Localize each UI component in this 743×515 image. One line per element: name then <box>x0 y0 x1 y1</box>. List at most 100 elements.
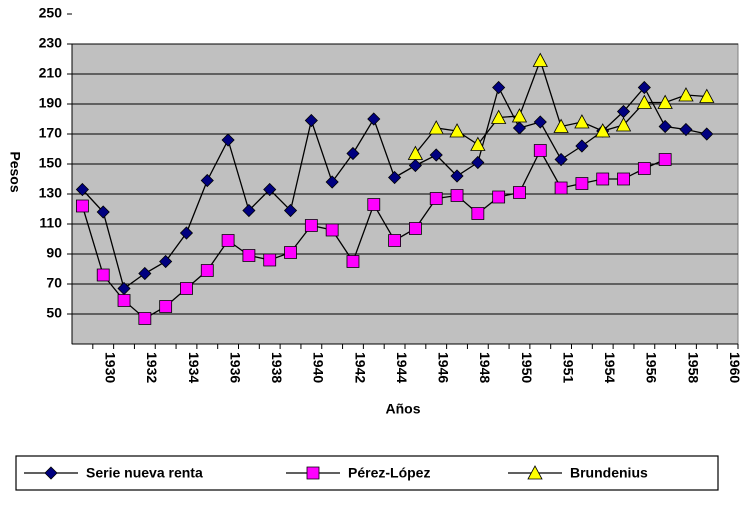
marker <box>138 312 152 325</box>
y-tick-label: 230 <box>39 35 63 51</box>
marker <box>388 234 401 247</box>
marker <box>200 264 214 277</box>
marker <box>554 152 568 167</box>
marker <box>450 169 464 183</box>
legend-marker <box>44 466 58 480</box>
x-tick-label: 1958 <box>685 352 701 383</box>
marker <box>159 254 173 269</box>
marker <box>409 222 422 235</box>
x-tick-label: 1936 <box>227 352 243 383</box>
y-tick-label: 250 <box>39 5 63 21</box>
x-tick-label: 1934 <box>186 352 202 383</box>
marker <box>471 207 485 220</box>
marker <box>658 153 672 166</box>
marker <box>657 94 673 109</box>
marker <box>367 112 381 126</box>
y-tick-label: 130 <box>39 185 63 201</box>
marker <box>575 139 589 153</box>
marker <box>242 249 256 262</box>
x-tick-label: 1954 <box>602 352 618 383</box>
marker <box>575 177 589 190</box>
legend-label: Pérez-López <box>348 465 430 481</box>
legend-label: Brundenius <box>570 465 648 481</box>
marker <box>325 175 339 189</box>
y-tick-label: 190 <box>39 95 63 111</box>
marker <box>304 113 318 128</box>
y-tick-label: 150 <box>39 155 63 171</box>
x-tick-label: 1951 <box>560 352 576 383</box>
marker <box>242 203 256 218</box>
marker <box>678 87 694 102</box>
marker <box>179 226 194 240</box>
marker <box>283 203 298 218</box>
marker <box>533 115 547 129</box>
marker <box>595 123 611 138</box>
marker <box>615 117 632 132</box>
marker <box>284 246 297 259</box>
x-tick-label: 1944 <box>394 352 410 383</box>
legend-box <box>15 455 719 491</box>
marker <box>554 181 568 195</box>
marker <box>637 162 651 175</box>
marker <box>180 282 193 295</box>
marker <box>407 145 424 160</box>
legend-marker <box>306 466 320 480</box>
x-tick-label: 1956 <box>644 352 660 383</box>
marker <box>221 133 235 147</box>
x-axis-title: Años <box>386 401 421 417</box>
y-tick-label: 170 <box>39 125 63 141</box>
marker <box>221 234 235 247</box>
y-tick-label: 70 <box>46 275 62 291</box>
marker <box>367 198 381 211</box>
marker <box>388 170 402 185</box>
x-tick-label: 1948 <box>477 352 493 383</box>
marker <box>492 190 506 204</box>
marker <box>428 120 444 135</box>
marker <box>574 114 590 129</box>
marker <box>96 268 110 282</box>
marker <box>263 253 277 267</box>
marker <box>533 144 547 157</box>
legend-label: Serie nueva renta <box>86 465 203 481</box>
x-tick-label: 1938 <box>269 352 285 383</box>
marker <box>637 80 651 95</box>
marker <box>304 219 318 232</box>
marker <box>117 294 131 307</box>
y-tick-label: 50 <box>46 305 62 321</box>
x-tick-label: 1942 <box>352 352 368 383</box>
marker <box>325 223 339 237</box>
marker <box>429 192 443 205</box>
marker <box>470 136 486 151</box>
x-tick-label: 1946 <box>436 352 452 383</box>
marker <box>700 127 714 141</box>
marker <box>449 123 465 138</box>
y-tick-label: 90 <box>46 245 62 261</box>
marker <box>513 186 526 199</box>
x-tick-label: 1932 <box>144 352 160 383</box>
marker <box>658 119 672 134</box>
marker <box>636 94 653 109</box>
marker <box>596 172 610 186</box>
marker <box>346 255 360 268</box>
marker <box>617 172 630 186</box>
marker <box>492 80 506 95</box>
legend-marker <box>527 465 543 480</box>
marker <box>429 148 443 162</box>
x-tick-label: 1930 <box>103 352 119 383</box>
marker <box>346 146 360 161</box>
marker <box>408 158 422 173</box>
marker <box>699 88 715 103</box>
marker <box>553 118 569 133</box>
marker <box>450 189 464 202</box>
y-axis-title: Pesos <box>7 151 23 192</box>
marker <box>200 173 214 188</box>
x-tick-label: 1960 <box>727 352 743 383</box>
marker <box>679 122 693 137</box>
marker <box>512 121 527 135</box>
x-tick-label: 1940 <box>311 352 327 383</box>
marker <box>96 205 110 219</box>
marker <box>490 109 507 124</box>
y-tick-label: 210 <box>39 65 63 81</box>
y-tick-label: 110 <box>39 215 62 231</box>
